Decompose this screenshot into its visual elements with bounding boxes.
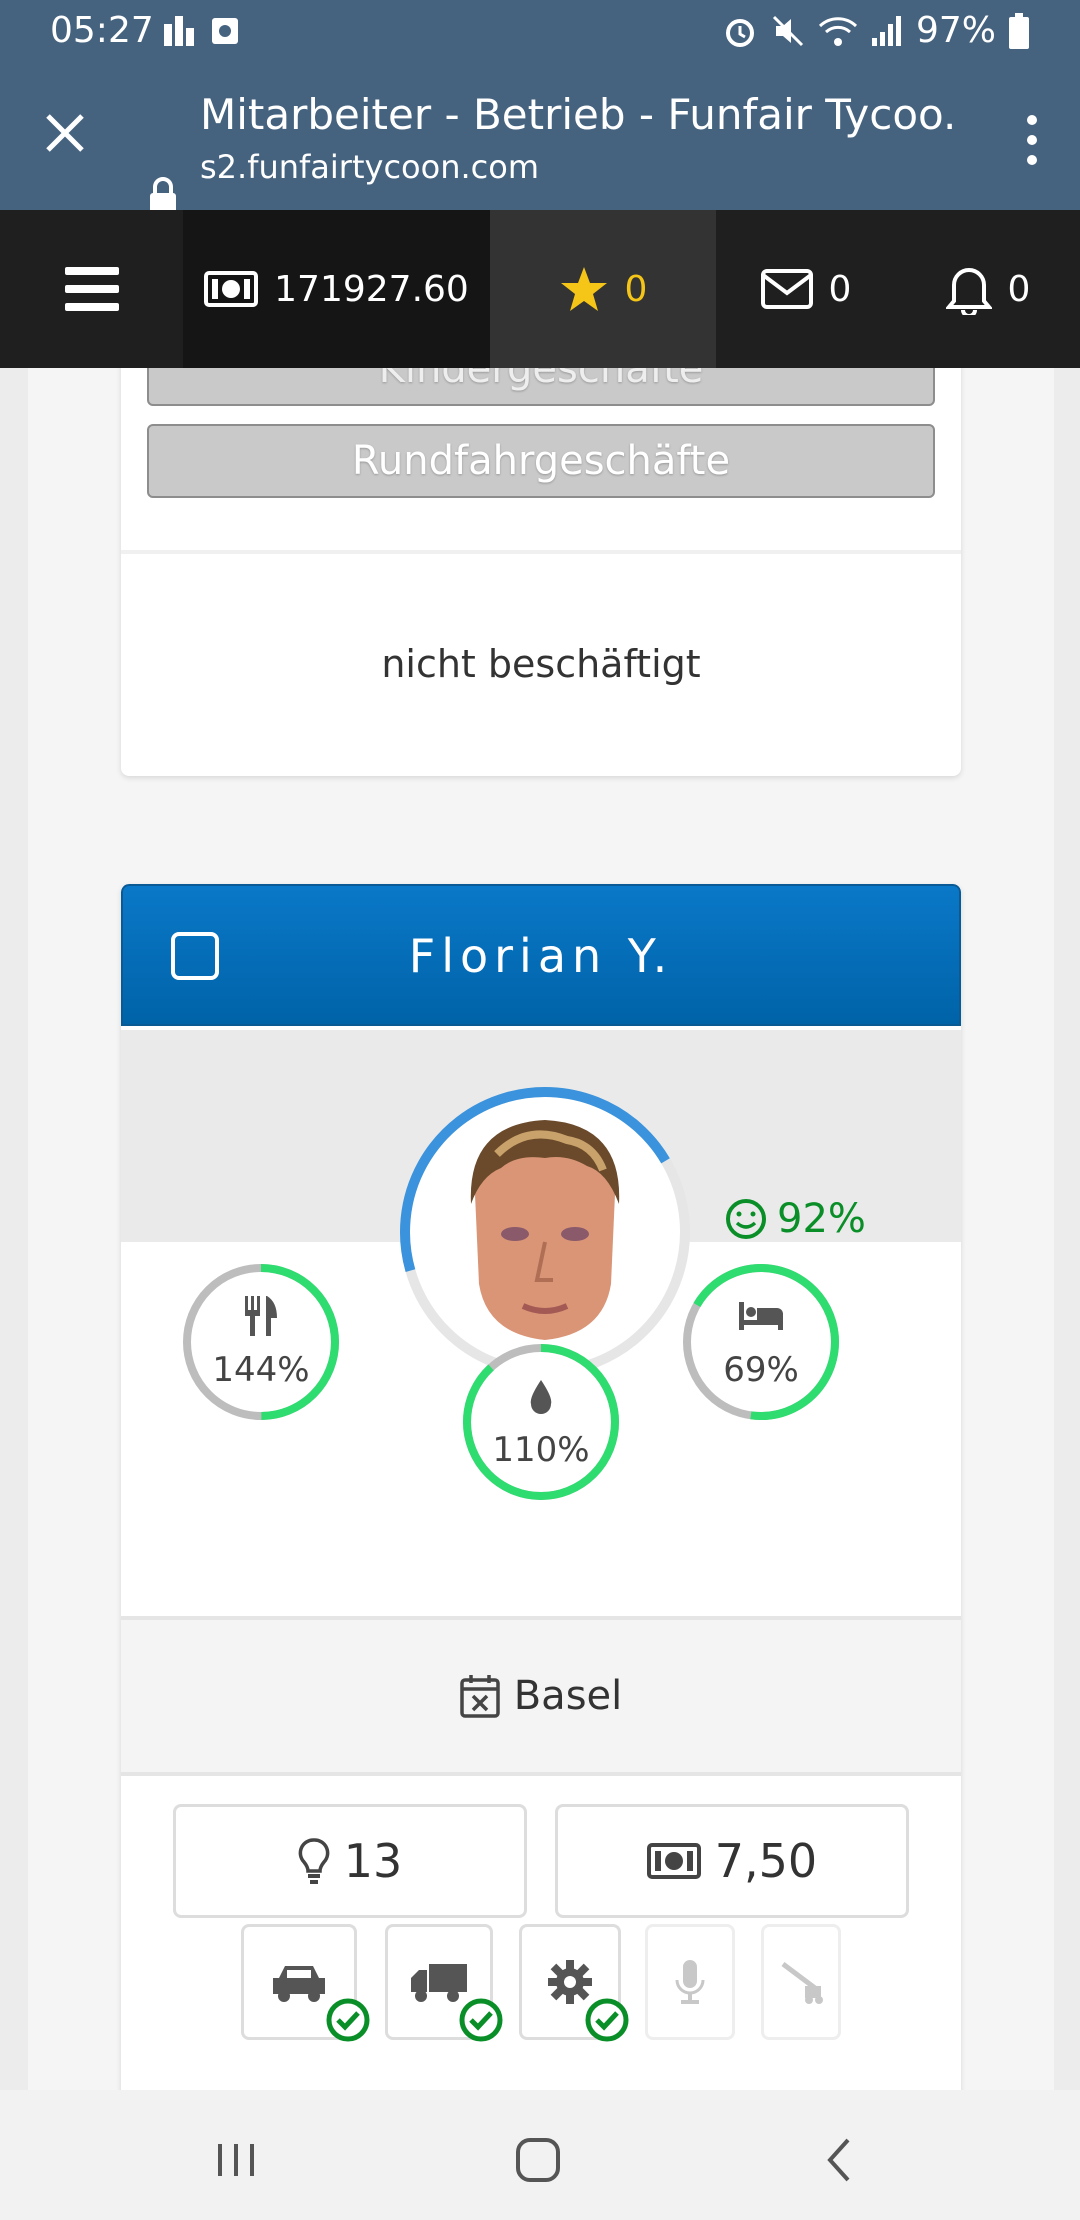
page-title: Mitarbeiter - Betrieb - Funfair Tycoo...	[200, 90, 960, 139]
wage-box[interactable]: 7,50	[555, 1804, 909, 1918]
check-circle-icon	[326, 1998, 370, 2042]
card-divider	[121, 1772, 961, 1776]
category-button-rundfahrgeschaefte[interactable]: Rundfahrgeschäfte	[147, 424, 935, 498]
sleep-stat: 69%	[681, 1262, 841, 1422]
page-url[interactable]: s2.funfairtycoon.com	[200, 148, 539, 186]
more-menu-icon[interactable]	[1024, 112, 1040, 168]
menu-button[interactable]	[0, 210, 183, 368]
location-row[interactable]: Basel	[121, 1620, 961, 1772]
battery-percent: 97%	[915, 10, 996, 51]
money-icon	[646, 1843, 701, 1879]
mail-icon	[760, 269, 813, 309]
gear-icon	[548, 1960, 592, 2004]
mechanic-skill-button[interactable]	[519, 1924, 621, 2040]
home-icon[interactable]	[508, 2130, 568, 2190]
battery-icon	[1009, 12, 1029, 49]
money-icon	[204, 271, 259, 307]
food-stat: 144%	[181, 1262, 341, 1422]
announcer-skill-button[interactable]	[645, 1924, 735, 2040]
crane-icon	[781, 1962, 823, 2004]
employee-name: Florian Y.	[121, 884, 961, 1026]
skill-points-box[interactable]: 13	[173, 1804, 527, 1918]
lock-icon	[150, 177, 176, 215]
close-icon[interactable]	[40, 108, 90, 158]
cutlery-icon	[245, 1296, 277, 1336]
select-employee-checkbox[interactable]	[171, 932, 219, 980]
crane-skill-button[interactable]	[761, 1924, 841, 2040]
employment-status: nicht beschäftigt	[381, 642, 701, 686]
game-toolbar: 171927.60 0 0 0	[0, 210, 1080, 368]
back-icon[interactable]	[810, 2130, 870, 2190]
notifications-button[interactable]: 0	[896, 210, 1080, 368]
alarm-icon	[725, 18, 754, 47]
water-drop-icon	[530, 1380, 552, 1414]
browser-bar: Mitarbeiter - Betrieb - Funfair Tycoo...…	[0, 64, 1080, 215]
water-value: 110%	[492, 1430, 590, 1470]
media-icon	[212, 18, 238, 44]
status-time: 05:27	[50, 10, 154, 51]
star-icon	[560, 267, 607, 311]
sleep-value: 69%	[723, 1350, 799, 1390]
food-ring	[183, 1264, 339, 1420]
wifi-icon	[818, 16, 858, 46]
signal-icon	[871, 15, 901, 46]
mood-indicator: 92%	[725, 1196, 866, 1242]
status-bar: 05:27 97%	[0, 0, 1080, 64]
stars-value: 0	[624, 268, 648, 310]
money-value: 171927.60	[274, 268, 469, 310]
recent-apps-icon[interactable]	[206, 2130, 266, 2190]
money-display[interactable]: 171927.60	[183, 210, 490, 368]
wage-value: 7,50	[714, 1834, 818, 1888]
mail-count: 0	[828, 268, 852, 310]
water-stat: 110%	[461, 1342, 621, 1502]
mute-icon	[772, 15, 804, 46]
employee-card: Florian Y. 92% 1	[121, 884, 961, 2090]
car-icon	[273, 1966, 325, 2002]
microphone-icon	[675, 1960, 705, 2004]
location-name: Basel	[513, 1673, 623, 1719]
mood-value: 92%	[777, 1196, 866, 1242]
stars-display[interactable]: 0	[490, 210, 716, 368]
hamburger-icon	[64, 267, 119, 311]
employee-avatar	[400, 1087, 690, 1377]
truck-icon	[411, 1964, 467, 2002]
bell-icon	[945, 268, 992, 315]
truck-license-button[interactable]	[385, 1924, 493, 2040]
page-content: Kindergeschäfte Rundfahrgeschäfte nicht …	[28, 368, 1054, 2090]
check-circle-icon	[585, 1998, 629, 2042]
check-circle-icon	[459, 1998, 503, 2042]
employee-card-previous: Kindergeschäfte Rundfahrgeschäfte nicht …	[121, 368, 961, 776]
card-divider	[121, 550, 961, 554]
calendar-x-icon	[459, 1675, 500, 1718]
system-nav-bar	[0, 2090, 1080, 2220]
car-license-button[interactable]	[241, 1924, 357, 2040]
skill-points-value: 13	[343, 1834, 403, 1888]
food-value: 144%	[212, 1350, 310, 1390]
lightbulb-icon	[298, 1838, 330, 1884]
water-ring	[463, 1344, 619, 1500]
smiley-icon	[726, 1199, 766, 1239]
messages-button[interactable]: 0	[716, 210, 896, 368]
card-divider	[121, 1616, 961, 1620]
notification-count: 0	[1007, 268, 1031, 310]
bed-icon	[739, 1302, 783, 1330]
sleep-ring	[683, 1264, 840, 1420]
city-icon	[164, 16, 194, 46]
category-button-kindergeschaefte[interactable]: Kindergeschäfte	[147, 368, 935, 406]
